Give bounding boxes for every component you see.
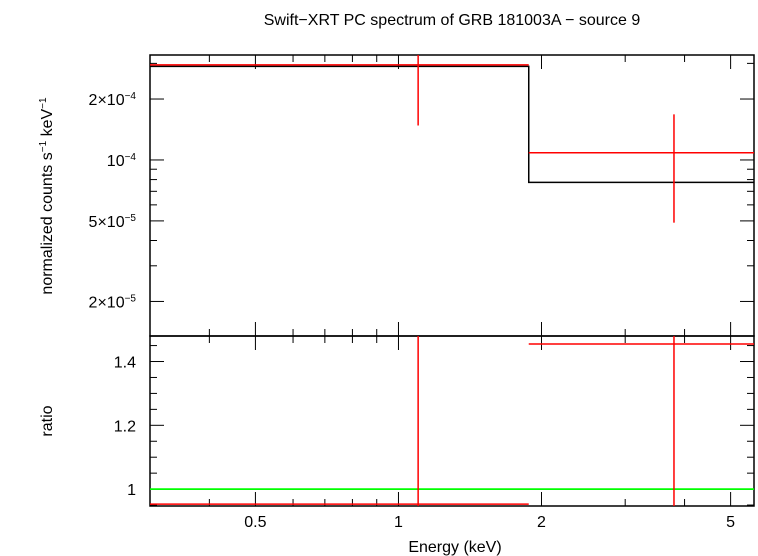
x-tick-label: 1	[394, 514, 403, 531]
y-tick-label: 1.2	[114, 418, 136, 435]
model-step	[150, 65, 754, 184]
ratio-y-tick-labels: 1.4 1.2 1	[114, 355, 136, 500]
y-tick-label: 1	[127, 482, 136, 499]
x-tick-labels: 0.5 1 2 5	[244, 514, 735, 531]
spectrum-panel: 2×10−4 10−4 5×10−5 2×10−5 normalized counts…	[38, 54, 755, 337]
y-tick-label: 2×10−4	[89, 91, 137, 109]
ratio-axis-ticks	[149, 336, 754, 506]
y-tick-label: 1.4	[114, 355, 136, 372]
y-tick-label: 10−4	[107, 152, 137, 170]
x-axis-label: Energy (keV)	[408, 539, 501, 556]
spectrum-data-points	[150, 55, 754, 223]
y-tick-label: 2×10−5	[89, 293, 137, 311]
x-tick-label: 5	[726, 514, 735, 531]
x-tick-label: 0.5	[244, 514, 266, 531]
spectrum-y-axis-label: normalized counts s−1 keV−1	[38, 97, 56, 295]
spectrum-y-tick-labels: 2×10−4 10−4 5×10−5 2×10−5	[89, 91, 137, 311]
ratio-panel: 1.4 1.2 1 ratio	[39, 335, 755, 507]
ratio-panel-frame	[149, 335, 755, 507]
ratio-data-points	[150, 336, 754, 506]
model-line	[150, 65, 754, 184]
spectrum-panel-frame	[149, 54, 755, 337]
spectrum-axis-ticks	[149, 55, 754, 336]
chart-title: Swift−XRT PC spectrum of GRB 181003A − s…	[264, 12, 641, 29]
ratio-y-axis-label: ratio	[39, 405, 56, 436]
y-tick-label: 5×10−5	[89, 213, 137, 231]
x-tick-label: 2	[537, 514, 546, 531]
